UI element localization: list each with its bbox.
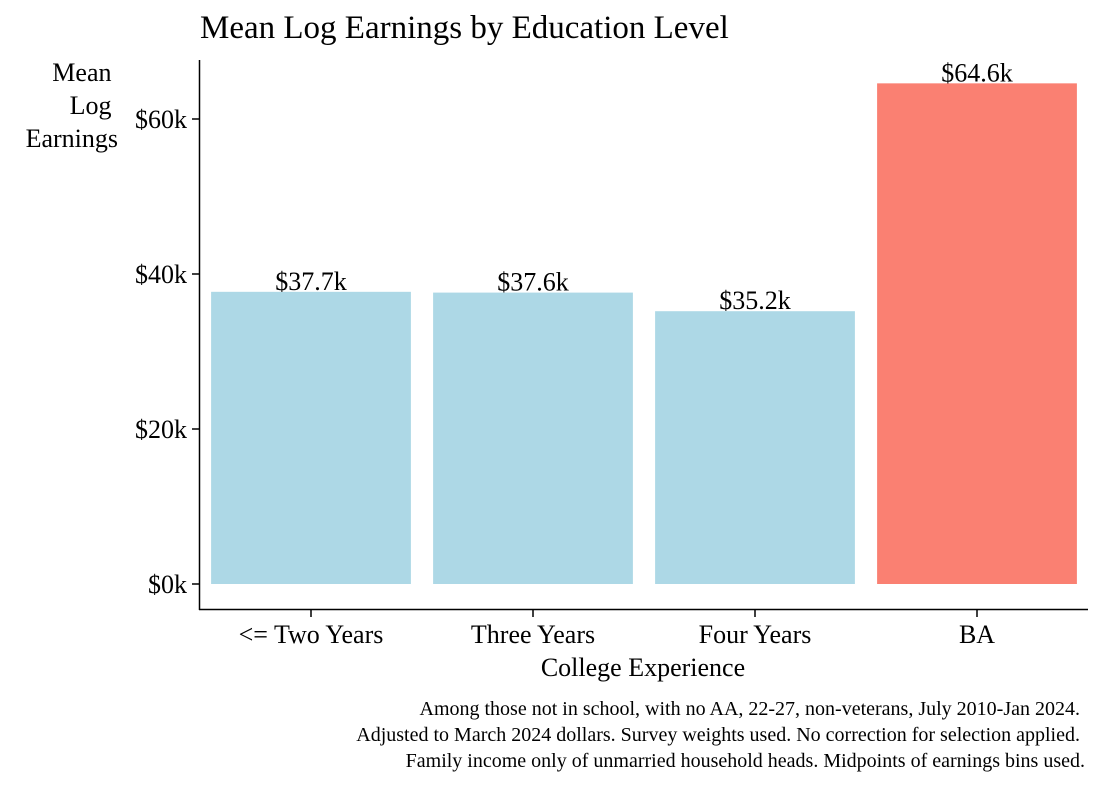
bar-value-label: $37.7k xyxy=(275,267,347,296)
x-tick-label: <= Two Years xyxy=(239,620,384,649)
caption-line-2: Adjusted to March 2024 dollars. Survey w… xyxy=(356,724,1080,746)
x-tick-label: Four Years xyxy=(699,620,812,649)
bar-1 xyxy=(211,291,411,584)
x-tick-label: BA xyxy=(959,620,995,649)
caption-line-3: Family income only of unmarried househol… xyxy=(406,750,1085,772)
bar-value-label: $35.2k xyxy=(719,286,791,315)
chart-title: Mean Log Earnings by Education Level xyxy=(200,10,729,46)
bar-2 xyxy=(433,292,633,584)
x-axis-title: College Experience xyxy=(541,653,745,682)
chart-caption: Among those not in school, with no AA, 2… xyxy=(356,698,1085,772)
caption-line-1: Among those not in school, with no AA, 2… xyxy=(420,698,1081,720)
y-tick-label: $20k xyxy=(135,415,187,444)
bar-4 xyxy=(877,83,1077,584)
y-axis-title: Mean Log Earnings xyxy=(26,58,118,153)
y-tick-label: $60k xyxy=(135,105,187,134)
x-tick-label: Three Years xyxy=(471,620,595,649)
bar-value-label: $64.6k xyxy=(941,58,1013,87)
y-tick-label: $0k xyxy=(148,570,187,599)
bar-3 xyxy=(655,311,855,584)
y-axis-title-line-2: Log xyxy=(70,91,112,120)
y-axis-title-line-3: Earnings xyxy=(26,124,118,153)
y-axis-title-line-1: Mean xyxy=(52,58,111,87)
plot-area: $0k $20k $40k $60k $37.7k <= Two Years $37.6k T… xyxy=(135,58,1077,649)
y-tick-label: $40k xyxy=(135,260,187,289)
bar-value-label: $37.6k xyxy=(497,268,569,297)
